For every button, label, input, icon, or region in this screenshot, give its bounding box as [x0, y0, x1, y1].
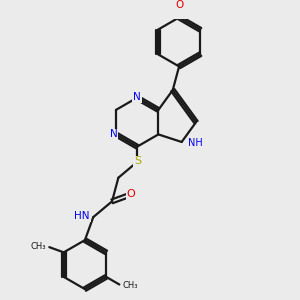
- Text: O: O: [176, 1, 184, 10]
- Text: S: S: [134, 156, 141, 167]
- Text: CH₃: CH₃: [123, 280, 138, 290]
- Text: NH: NH: [188, 138, 203, 148]
- Text: N: N: [110, 129, 118, 140]
- Text: O: O: [127, 189, 135, 199]
- Text: N: N: [133, 92, 141, 102]
- Text: HN: HN: [74, 211, 90, 221]
- Text: CH₃: CH₃: [31, 242, 46, 251]
